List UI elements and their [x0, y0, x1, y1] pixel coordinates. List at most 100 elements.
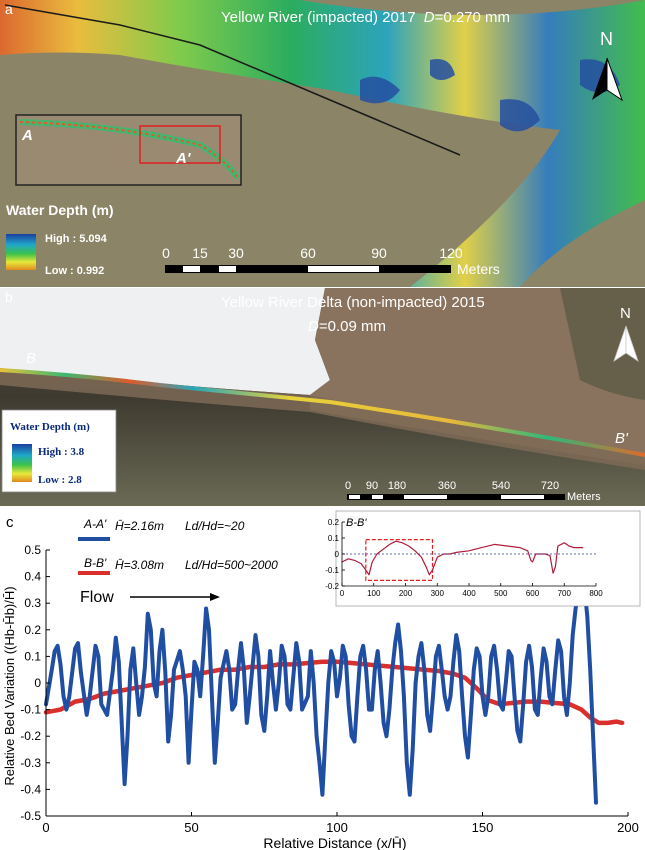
main-y-tick-label: 0.5	[24, 543, 41, 557]
flow-label: Flow	[80, 589, 114, 606]
main-y-axis-label: Relative Bed Variation ((Hb-H̄b)/H̄)	[2, 586, 17, 785]
panel-a-legend-title: Water Depth (m)	[6, 202, 114, 218]
panel-b-sandbar	[0, 288, 330, 395]
inset-y-tick-label: -0.1	[325, 566, 339, 575]
panel-a-scale-ticks: 0 15 30 60 90 120	[162, 245, 463, 261]
panel-b-scale-bar	[347, 494, 565, 500]
panel-a-title: Yellow River (impacted) 2017 D=0.270 mm	[221, 9, 510, 26]
panel-c-letter: c	[6, 514, 14, 531]
panel-a: a Yellow River (impacted) 2017 D=0.270 m…	[0, 0, 645, 287]
main-chart: 0.50.40.30.20.10-0.1-0.2-0.3-0.4-0.50 50 1…	[20, 543, 639, 835]
scale-b-tick-4: 540	[492, 480, 510, 492]
main-ticks: 0.50.40.30.20.10-0.1-0.2-0.3-0.4-0.50 50 1…	[20, 543, 639, 835]
scale-a-tick-4: 90	[371, 245, 387, 261]
inset-title: B-B'	[346, 517, 367, 529]
inset-x-tick-label: 800	[589, 589, 603, 598]
panel-b-legend-low: Low : 2.8	[38, 474, 82, 486]
series-line-a-a-prime	[44, 579, 598, 805]
main-y-tick-label: 0.3	[24, 596, 41, 610]
legend-a-name: A-A'	[83, 517, 107, 531]
panel-a-scale-unit: Meters	[457, 261, 500, 277]
panel-a-inset-map	[15, 114, 242, 186]
panel-a-legend-high: High : 5.094	[45, 233, 108, 245]
panel-b-scale-ticks: 0 90 180 360 540 720	[345, 480, 559, 492]
inset-ticks: 0.20.10-0.1-0.20 100 200 300 400 500 600 700 800	[325, 518, 603, 598]
panel-a-north-label: N	[600, 29, 613, 49]
panel-b-title: Yellow River Delta (non-impacted) 2015	[221, 294, 485, 311]
panel-b-north-arrow-icon	[613, 325, 639, 362]
legend-a-ratio: Ld/Hd=~20	[185, 519, 245, 533]
legend-a-hbar: H̄=2.16m	[115, 519, 164, 533]
panel-b-letter: b	[5, 289, 13, 305]
main-x-tick-label: 0	[42, 820, 49, 835]
main-y-tick-label: -0.2	[20, 729, 41, 743]
panel-b: b Yellow River Delta (non-impacted) 2015…	[0, 288, 645, 506]
panel-a-scale-bar	[165, 265, 451, 273]
panel-b-fields-top	[560, 288, 645, 400]
panel-b-legend	[1, 409, 117, 493]
inset-x-tick-label: 0	[340, 589, 345, 598]
scale-a-tick-3: 60	[300, 245, 316, 261]
panel-a-river-swath	[0, 0, 645, 287]
scale-a-tick-5: 120	[439, 245, 463, 261]
inset-y-tick-label: 0.1	[328, 534, 340, 543]
main-y-tick-label: -0.4	[20, 782, 41, 796]
panel-b-label-b: B	[26, 350, 36, 367]
inset-highlight-box	[365, 538, 434, 581]
scale-a-tick-1: 15	[192, 245, 208, 261]
panel-a-title-text: Yellow River (impacted) 2017	[221, 9, 416, 26]
inset-x-tick-label: 600	[526, 589, 540, 598]
main-y-tick-label: 0.2	[24, 623, 41, 637]
panel-a-legend-colorbar	[6, 234, 36, 270]
main-y-tick-label: -0.1	[20, 703, 41, 717]
panel-b-legend-high: High : 3.8	[38, 446, 85, 458]
main-y-tick-label: -0.5	[20, 809, 41, 823]
panel-b-river-surface	[0, 368, 645, 470]
main-y-tick-label: 0.1	[24, 649, 41, 663]
panel-a-d-value: =0.270 mm	[435, 9, 510, 26]
panel-b-legend-title: Water Depth (m)	[10, 421, 90, 433]
scale-b-tick-5: 720	[541, 480, 559, 492]
legend-b-name: B-B'	[84, 556, 107, 570]
scale-b-tick-3: 360	[438, 480, 456, 492]
inset-y-tick-label: -0.2	[325, 582, 339, 591]
scale-b-tick-1: 90	[366, 480, 378, 492]
panel-b-transect	[0, 368, 645, 457]
panel-a-inset-label-a: A	[21, 127, 33, 144]
scale-b-tick-2: 180	[388, 480, 406, 492]
inset-x-tick-label: 300	[431, 589, 445, 598]
main-x-tick-label: 50	[184, 820, 198, 835]
panel-b-d-label: D	[308, 318, 319, 335]
inset-y-tick-label: 0.2	[328, 518, 340, 527]
panel-b-label-b-prime: B'	[615, 430, 629, 447]
panel-c-legend	[78, 537, 110, 575]
panel-a-inset-label-a-prime: A'	[175, 150, 191, 167]
main-y-tick-label: 0.4	[24, 570, 41, 584]
panel-b-d-value: =0.09 mm	[319, 318, 386, 335]
inset-chart: 0.20.10-0.1-0.20 100 200 300 400 500 600 700 800	[325, 510, 641, 607]
scale-a-tick-2: 30	[228, 245, 244, 261]
main-series	[43, 579, 625, 805]
panel-a-north-arrow-icon	[592, 57, 623, 102]
panel-a-transect-line	[4, 4, 461, 156]
panel-b-d: D=0.09 mm	[308, 318, 386, 335]
panel-a-deep-patches	[360, 59, 620, 132]
flow-arrow-icon	[130, 593, 220, 601]
panel-a-legend-low: Low : 0.992	[45, 265, 104, 277]
legend-b-hbar: H̄=3.08m	[115, 558, 164, 572]
scale-a-tick-0: 0	[162, 245, 170, 261]
inset-x-tick-label: 500	[494, 589, 508, 598]
inset-y-tick-label: 0	[335, 550, 340, 559]
scale-b-tick-0: 0	[345, 480, 351, 492]
panel-a-d-label: D	[424, 9, 435, 26]
main-x-axis-label: Relative Distance (x/H̄)	[263, 835, 406, 850]
inset-frame	[335, 510, 641, 607]
panel-b-scale-unit: Meters	[567, 491, 601, 503]
main-x-tick-label: 150	[472, 820, 494, 835]
inset-x-tick-label: 100	[367, 589, 381, 598]
panel-b-north-label: N	[620, 305, 631, 322]
inset-x-tick-label: 700	[558, 589, 572, 598]
legend-b-ratio: Ld/Hd=500~2000	[185, 558, 278, 572]
main-y-tick-label: 0	[34, 676, 41, 690]
inset-x-tick-label: 200	[399, 589, 413, 598]
